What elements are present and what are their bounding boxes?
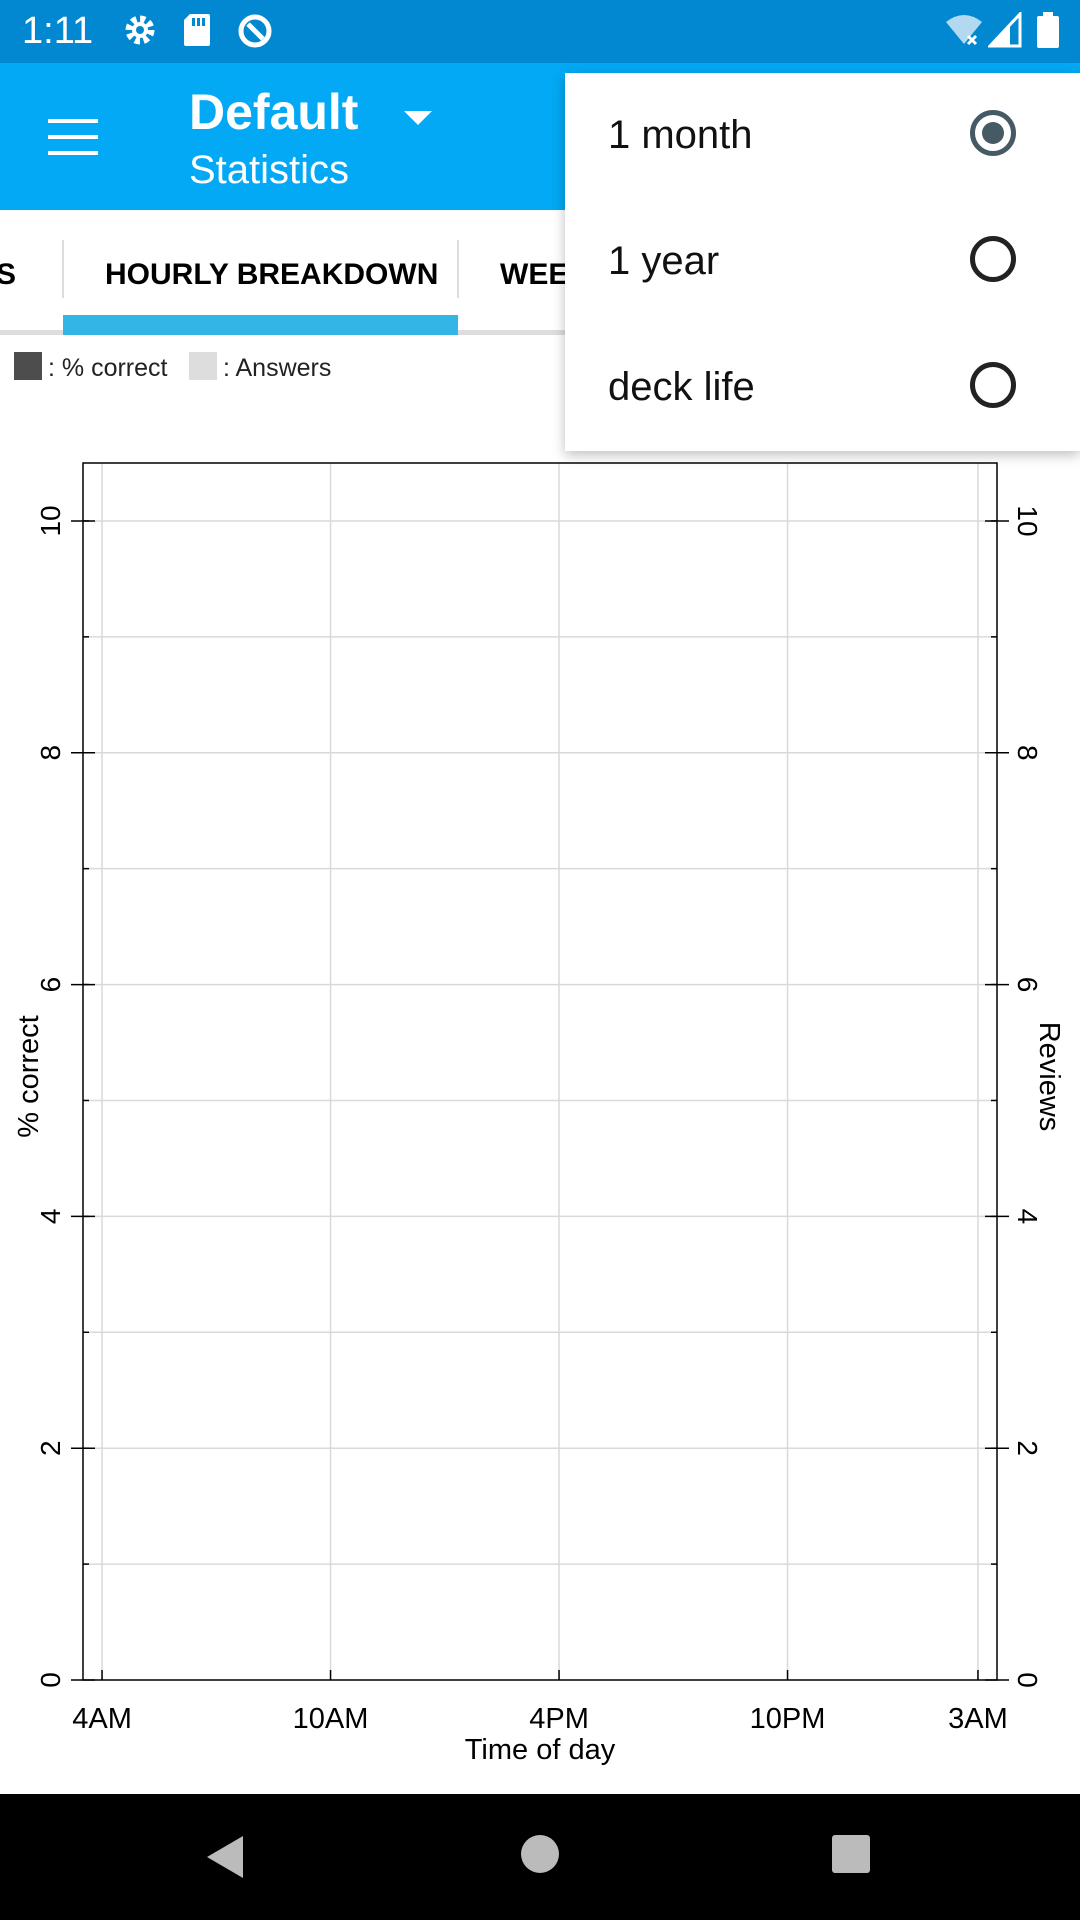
sync-icon <box>238 14 272 48</box>
sd-card-icon <box>184 14 210 46</box>
y-tick-label-left: 0 <box>35 1672 66 1688</box>
tab-baseline <box>0 330 1080 335</box>
legend-label-answers: : Answers <box>223 354 332 382</box>
back-triangle-icon[interactable] <box>205 1834 245 1880</box>
radio-checked-icon[interactable] <box>970 110 1016 156</box>
menu-item-1-year[interactable]: 1 year <box>565 199 1080 325</box>
y-axis-label-right: Reviews <box>1033 1022 1065 1132</box>
gear-icon <box>125 15 155 45</box>
y-tick-label-left: 10 <box>35 505 66 536</box>
x-tick-label: 10AM <box>293 1703 369 1735</box>
x-tick-label: 4AM <box>72 1703 132 1735</box>
y-axis-label-left: % correct <box>13 1015 45 1137</box>
tab-hourly-breakdown[interactable]: HOURLY BREAKDOWN <box>105 258 439 291</box>
y-tick-label-left: 2 <box>35 1440 66 1456</box>
x-tick-label: 4PM <box>529 1703 589 1735</box>
y-tick-label-right: 8 <box>1012 745 1043 761</box>
legend-swatch-answers <box>189 352 217 380</box>
legend-label-correct: : % correct <box>48 354 168 382</box>
deck-subtitle: Statistics <box>189 148 350 192</box>
wifi-off-icon <box>946 15 982 46</box>
nav-bar <box>0 1794 1080 1920</box>
y-tick-label-right: 0 <box>1012 1672 1043 1688</box>
menu-item-label: deck life <box>608 365 755 409</box>
tab-divider <box>62 240 64 298</box>
status-bar: 1:11 <box>0 0 1080 63</box>
caret-down-icon[interactable] <box>404 111 432 125</box>
deck-title[interactable]: Default <box>189 84 359 140</box>
y-tick-label-right: 10 <box>1012 505 1043 536</box>
x-tick-label: 10PM <box>750 1703 826 1735</box>
radio-unchecked-icon[interactable] <box>970 362 1016 408</box>
status-time: 1:11 <box>22 10 94 52</box>
menu-item-1-month[interactable]: 1 month <box>565 73 1080 199</box>
x-axis-label: Time of day <box>465 1734 616 1766</box>
battery-icon <box>1037 12 1059 48</box>
hamburger-icon[interactable] <box>48 119 98 155</box>
plot-frame <box>82 462 998 1681</box>
tab-divider <box>457 240 459 298</box>
period-menu: 1 month 1 year deck life <box>565 73 1080 451</box>
home-circle-icon[interactable] <box>520 1834 560 1874</box>
y-tick-label-left: 4 <box>35 1209 66 1225</box>
recents-square-icon[interactable] <box>831 1834 871 1874</box>
signal-icon <box>988 12 1022 48</box>
menu-item-deck-life[interactable]: deck life <box>565 325 1080 451</box>
menu-item-label: 1 month <box>608 113 753 157</box>
y-tick-label-right: 4 <box>1012 1209 1043 1225</box>
y-tick-label-left: 6 <box>35 977 66 993</box>
y-tick-label-left: 8 <box>35 745 66 761</box>
menu-item-label: 1 year <box>608 239 720 283</box>
y-tick-label-right: 2 <box>1012 1440 1043 1456</box>
tab-previous[interactable]: S <box>0 258 17 291</box>
hourly-breakdown-chart: 0 0 2 2 4 4 6 6 8 8 10 10 4AM 10AM 4PM 10PM 3AM Time of d… <box>13 462 1065 1766</box>
radio-unchecked-icon[interactable] <box>970 236 1016 282</box>
y-tick-label-right: 6 <box>1012 977 1043 993</box>
x-tick-label: 3AM <box>948 1703 1008 1735</box>
legend-swatch-correct <box>14 352 42 380</box>
selected-tab-indicator <box>63 315 458 335</box>
